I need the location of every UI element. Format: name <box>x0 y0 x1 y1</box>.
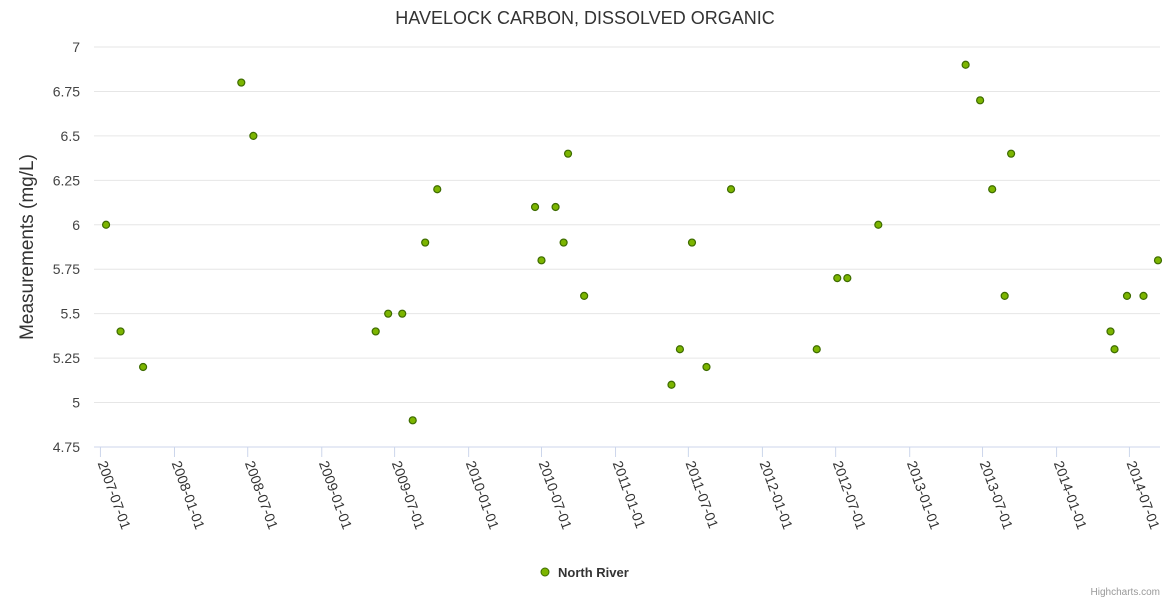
data-point[interactable] <box>433 185 442 194</box>
data-point[interactable] <box>1007 149 1016 158</box>
x-tick-label: 2014-07-01 <box>1124 459 1164 532</box>
data-point[interactable] <box>874 220 883 229</box>
x-tick-label: 2010-07-01 <box>536 459 576 532</box>
data-point[interactable] <box>408 416 417 425</box>
data-point[interactable] <box>559 238 568 247</box>
y-tick-label: 6 <box>72 217 80 233</box>
x-tick-label: 2012-07-01 <box>830 459 870 532</box>
y-tick-label: 7 <box>72 39 80 55</box>
data-point[interactable] <box>563 149 573 158</box>
credits-link[interactable]: Highcharts.com <box>1091 587 1160 598</box>
y-tick-label: 6.25 <box>53 172 80 188</box>
legend-marker-north-river[interactable] <box>540 567 550 577</box>
y-tick-label: 6.75 <box>53 83 80 99</box>
data-point[interactable] <box>675 345 685 354</box>
data-point[interactable] <box>961 60 970 69</box>
x-tick-label: 2008-07-01 <box>242 459 282 532</box>
data-point[interactable] <box>1153 256 1163 265</box>
data-point[interactable] <box>1110 345 1119 354</box>
data-point[interactable] <box>580 291 589 300</box>
data-point[interactable] <box>237 78 246 87</box>
data-point[interactable] <box>249 131 258 140</box>
data-point[interactable] <box>101 220 111 229</box>
x-tick-label: 2007-07-01 <box>95 459 135 532</box>
x-tick-label: 2011-01-01 <box>610 459 649 531</box>
y-tick-label: 4.75 <box>53 439 80 455</box>
chart-title: HAVELOCK CARBON, DISSOLVED ORGANIC <box>395 8 774 28</box>
x-tick-label: 2009-01-01 <box>316 459 356 532</box>
data-point[interactable] <box>843 274 852 283</box>
x-tick-label: 2013-07-01 <box>977 459 1017 532</box>
grid-lines <box>94 46 1160 404</box>
data-point[interactable] <box>1000 291 1009 300</box>
data-point[interactable] <box>833 274 842 283</box>
y-tick-label: 6.5 <box>61 128 81 144</box>
y-tick-label: 5 <box>72 395 80 411</box>
data-point[interactable] <box>384 309 393 318</box>
data-point[interactable] <box>667 380 676 389</box>
data-point[interactable] <box>537 256 546 265</box>
data-point[interactable] <box>1122 291 1132 300</box>
y-axis-ticks: 4.75 5 5.25 5.5 5.75 6 6.25 6.5 6.75 7 <box>53 39 80 455</box>
data-point[interactable] <box>687 238 697 247</box>
x-tick-label: 2011-07-01 <box>683 459 722 531</box>
y-tick-label: 5.5 <box>61 306 81 322</box>
data-point[interactable] <box>530 202 540 212</box>
x-tick-label: 2013-01-01 <box>904 459 944 532</box>
x-tick-label: 2012-01-01 <box>757 459 797 532</box>
data-point[interactable] <box>398 309 407 318</box>
data-point[interactable] <box>976 96 985 105</box>
data-point[interactable] <box>116 327 125 336</box>
data-point[interactable] <box>988 185 997 194</box>
data-point[interactable] <box>812 345 821 354</box>
data-point[interactable] <box>138 362 148 372</box>
x-tick-label: 2008-01-01 <box>169 459 209 532</box>
x-axis <box>94 446 1160 457</box>
y-tick-label: 5.25 <box>53 350 80 366</box>
data-point[interactable] <box>1139 291 1148 300</box>
series-north-river <box>101 60 1163 425</box>
y-tick-label: 5.75 <box>53 261 80 277</box>
legend[interactable]: North River <box>540 565 629 580</box>
x-tick-label: 2014-01-01 <box>1051 459 1091 532</box>
x-tick-label: 2009-07-01 <box>389 459 429 532</box>
x-tick-label: 2010-01-01 <box>463 459 503 532</box>
data-point[interactable] <box>726 185 736 194</box>
data-point[interactable] <box>1106 327 1115 336</box>
data-point[interactable] <box>702 362 711 372</box>
data-point[interactable] <box>371 327 380 336</box>
data-point[interactable] <box>421 238 430 247</box>
y-axis-label: Measurements (mg/L) <box>17 154 38 340</box>
legend-label-north-river[interactable]: North River <box>558 565 629 580</box>
x-axis-ticks: 2007-07-01 2008-01-01 2008-07-01 2009-01-01… <box>95 459 1164 532</box>
data-point[interactable] <box>551 202 560 212</box>
